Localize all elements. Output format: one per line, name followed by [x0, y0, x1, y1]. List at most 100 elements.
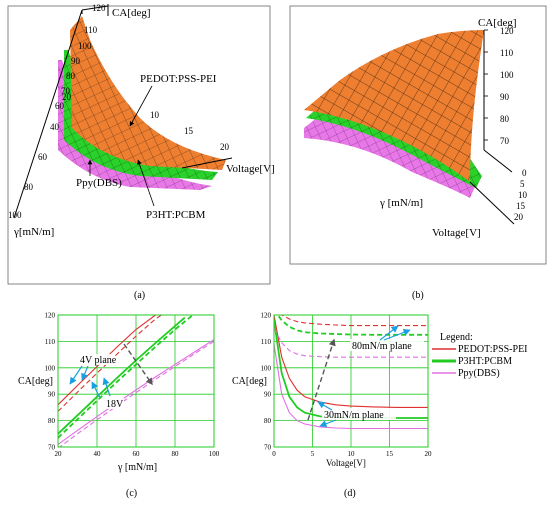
legend-title: Legend: [440, 332, 473, 343]
panel-a-y-tick: 60 [38, 152, 48, 162]
panel-b-z-tick: 100 [500, 70, 514, 80]
x-tick-label: 15 [386, 450, 394, 458]
panel-c-x-axis-label: γ [mN/m] [117, 462, 157, 473]
panel-a-caption: (a) [134, 290, 145, 301]
panel-a-label-p3ht: P3HT:PCBM [146, 209, 206, 221]
y-tick-label: 110 [261, 338, 272, 346]
x-tick-label: 20 [425, 450, 433, 458]
panel-c-y-ticks: 70 80 90 100 110 120 [45, 312, 56, 452]
panel-d-annotation-80: 80mN/m plane [352, 341, 412, 352]
legend-item-ppy: Ppy(DBS) [432, 368, 500, 379]
panel-a-label-ppy: Ppy(DBS) [76, 177, 122, 189]
panel-a-y-tick: 100 [8, 210, 22, 220]
series-line-2 [58, 316, 186, 435]
panel-a-z-tick: 80 [66, 71, 76, 81]
panel-a-z-ticks: 120 110 100 90 80 70 60 [55, 3, 106, 111]
panel-b-z-tick: 120 [500, 26, 514, 36]
y-tick-label: 100 [261, 364, 272, 372]
panel-a-x-ticks: 10 15 20 [150, 110, 230, 152]
panel-a-x-tick: 15 [184, 126, 194, 136]
panel-a-z-tick: 60 [55, 101, 65, 111]
y-tick-label: 90 [264, 391, 272, 399]
panel-c-annotation-18v: 18V [106, 399, 124, 410]
series-line-5 [274, 327, 428, 358]
y-tick-label: 120 [261, 312, 272, 320]
panel-b-z-tick: 70 [500, 136, 510, 146]
panel-c-caption: (c) [126, 488, 137, 499]
panel-a-z-tick: 100 [78, 41, 92, 51]
x-tick-label: 100 [209, 450, 220, 458]
panel-c-y-axis-label: CA[deg] [18, 376, 53, 387]
x-tick-label: 40 [94, 450, 102, 458]
x-tick-label: 80 [172, 450, 180, 458]
panel-b-z-tick: 90 [500, 92, 510, 102]
panel-d-annotation-30: 30mN/m plane [324, 410, 384, 421]
panel-a-y-axis-label: γ[mN/m] [13, 226, 54, 238]
legend-label-p3ht: P3HT:PCBM [458, 356, 512, 367]
panel-b-z-tick: 80 [500, 114, 510, 124]
panel-b-x-tick: 0 [522, 168, 527, 178]
x-tick-label: 60 [133, 450, 141, 458]
panel-d-y-axis-label: CA[deg] [232, 376, 267, 387]
panel-b-z-axis-label: CA[deg] [478, 17, 517, 29]
panel-d-line-chart: 0 5 10 15 20 70 80 90 100 110 120 CA[deg] Voltage… [232, 312, 432, 500]
legend-item-p3ht: P3HT:PCBM [432, 356, 512, 367]
x-tick-label: 10 [348, 450, 356, 458]
panel-b-y-axis-label: γ [mN/m] [379, 197, 423, 209]
y-tick-label: 90 [48, 391, 56, 399]
panel-a-z-tick: 110 [84, 25, 98, 35]
series-line-1 [58, 315, 163, 412]
panel-a-3d-surface: CA[deg] 120 110 100 90 80 70 60 20 40 60 80 100 10… [7, 3, 275, 301]
panel-a-x-axis-label: Voltage[V] [226, 163, 275, 175]
panel-b-pedot-surface [304, 30, 484, 182]
panel-d-x-ticks: 0 5 10 15 20 [272, 450, 432, 458]
panel-b-caption: (b) [412, 290, 424, 301]
legend-item-pedot: PEDOT:PSS-PEI [432, 344, 528, 355]
panel-a-x-tick: 20 [220, 142, 230, 152]
panel-a-z-axis-label: CA[deg] [112, 7, 151, 19]
panel-a-z-tick: 70 [61, 86, 71, 96]
y-tick-label: 70 [48, 444, 56, 452]
panel-c-x-ticks: 20 40 60 80 100 [55, 450, 220, 458]
panel-b-x-axis-label: Voltage[V] [432, 227, 481, 239]
panel-a-y-ticks: 20 40 60 80 100 [8, 92, 72, 220]
y-tick-label: 120 [45, 312, 56, 320]
x-tick-label: 5 [311, 450, 315, 458]
panel-b-x-tick: 5 [520, 179, 525, 189]
y-tick-label: 70 [264, 444, 272, 452]
y-tick-label: 80 [48, 417, 56, 425]
legend: Legend: PEDOT:PSS-PEI P3HT:PCBM Ppy(DBS) [432, 332, 528, 379]
series-line-3 [280, 315, 428, 327]
panel-c-line-chart: 20 40 60 80 100 70 80 90 100 110 120 CA[deg] γ [m… [18, 312, 220, 500]
x-tick-label: 0 [272, 450, 276, 458]
panel-a-x-tick: 10 [150, 110, 160, 120]
panel-c-annotation-4v: 4V plane [80, 355, 117, 366]
panel-a-pedot-surface [70, 16, 226, 170]
panel-a-y-tick: 80 [24, 182, 34, 192]
series-line-4 [276, 315, 428, 336]
series-line-3 [58, 315, 195, 439]
y-tick-label: 110 [45, 338, 56, 346]
panel-b-z-tick: 110 [500, 48, 514, 58]
panel-a-z-tick: 90 [71, 56, 81, 66]
series-line-4 [58, 339, 214, 445]
panel-a-z-tick: 120 [92, 3, 106, 13]
x-tick-label: 20 [55, 450, 63, 458]
legend-label-pedot: PEDOT:PSS-PEI [458, 344, 528, 355]
panel-d-caption: (d) [344, 488, 356, 499]
legend-label-ppy: Ppy(DBS) [458, 368, 500, 379]
panel-a-y-tick: 40 [50, 122, 60, 132]
series-line-5 [58, 340, 214, 447]
panel-b-x-tick: 15 [516, 201, 526, 211]
y-tick-label: 80 [264, 417, 272, 425]
panel-b-x-tick: 20 [514, 212, 524, 222]
panel-b-x-tick: 10 [518, 190, 528, 200]
y-tick-label: 100 [45, 364, 56, 372]
panel-a-label-pedot: PEDOT:PSS-PEI [140, 73, 217, 85]
panel-d-y-ticks: 70 80 90 100 110 120 [261, 312, 272, 452]
panel-b-z-ticks: 120 110 100 90 80 70 [484, 26, 514, 146]
panel-d-x-axis-label: Voltage[V] [326, 458, 366, 468]
